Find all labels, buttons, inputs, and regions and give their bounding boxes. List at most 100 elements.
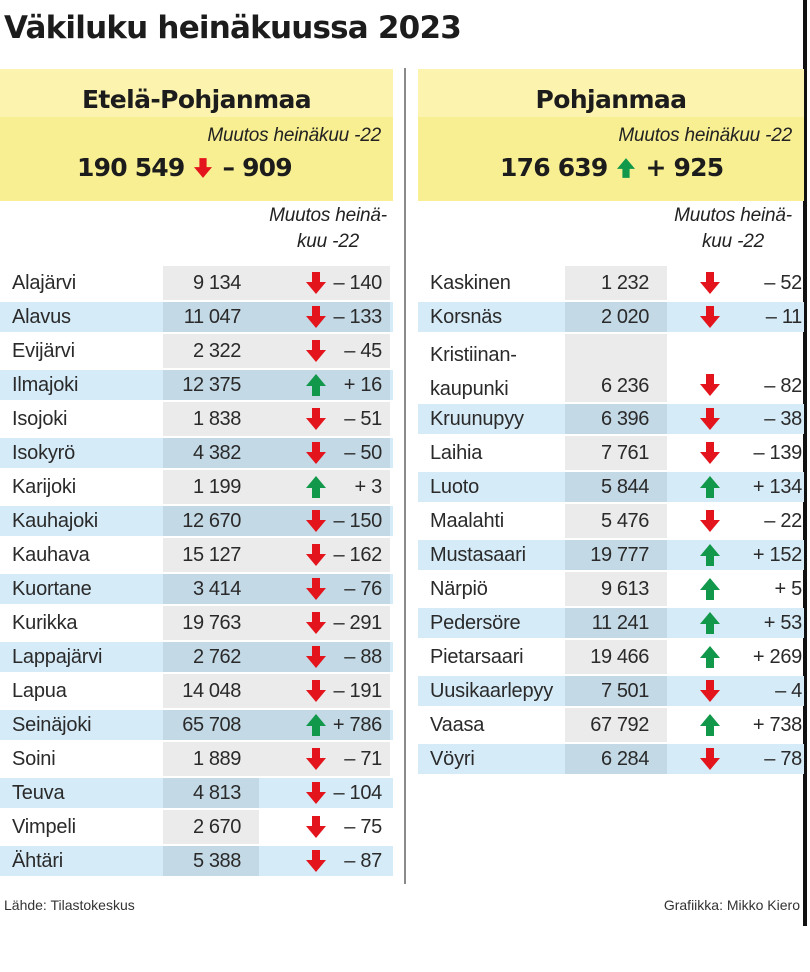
population-value: 2 322 [163,334,259,368]
municipality-name: Kauhajoki [12,509,99,532]
arrow-up-icon [306,476,326,498]
change-cell: – 78 [667,744,802,774]
table-row: Vaasa 67 792 + 738 [418,708,804,742]
population-value: 6 284 [565,744,667,774]
change-cell: – 140 [259,266,390,300]
change-cell: + 786 [259,710,390,740]
population-value: 67 792 [565,708,667,742]
change-value: + 738 [752,713,802,736]
arrow-down-icon [700,374,720,396]
population-value: 6 396 [565,404,667,434]
table-row: Ähtäri 5 388 – 87 [0,844,393,878]
change-cell: – 150 [259,506,390,536]
municipality-name: Alavus [12,305,71,328]
municipality-name: Kauhava [12,543,90,566]
population-text: 12 375 [182,373,241,396]
table-row: Vimpeli 2 670 – 75 [0,810,393,844]
population-value: 65 708 [163,710,259,740]
population-value: 6 236 [565,334,667,402]
total-population: 190 549 [77,153,185,182]
population-value: 3 414 [163,574,259,604]
population-value: 12 375 [163,370,259,400]
change-value: – 88 [344,645,382,668]
change-cell: – 50 [259,438,390,468]
arrow-up-icon [700,714,720,736]
change-value: – 45 [344,339,382,362]
arrow-down-icon [306,544,326,566]
table-row: Karijoki 1 199 + 3 [0,470,393,504]
arrow-up-icon [700,476,720,498]
panel-pohjanmaa: Pohjanmaa Muutos heinäkuu -22 176 639 + … [418,69,804,774]
table-row: Luoto 5 844 + 134 [418,470,804,504]
municipality-name: Laihia [430,441,483,464]
table-row: Laihia 7 761 – 139 [418,436,804,470]
change-cell: – 88 [259,642,390,672]
change-cell: – 4 [667,676,802,706]
table-row: Evijärvi 2 322 – 45 [0,334,393,368]
population-text: 4 382 [192,441,241,464]
change-value: – 38 [764,407,802,430]
arrow-down-icon [306,578,326,600]
region-total: 176 639 + 925 [500,153,724,182]
change-value: – 162 [333,543,382,566]
municipality-name: Pedersöre [430,611,521,634]
column-header-line: kuu -22 [702,231,764,252]
page-title: Väkiluku heinäkuussa 2023 [4,10,462,46]
total-change: – 909 [222,153,292,182]
municipality-name: Alajärvi [12,271,76,294]
population-value: 4 382 [163,438,259,468]
change-value: – 51 [344,407,382,430]
change-value: – 291 [333,611,382,634]
table-row: Kuortane 3 414 – 76 [0,572,393,606]
change-value: – 52 [764,271,802,294]
change-cell: – 11 [667,302,802,332]
change-cell: + 152 [667,540,802,570]
population-text: 15 127 [182,543,241,566]
population-text: 11 047 [183,305,242,328]
change-cell: – 52 [667,266,802,300]
table-row: Alavus 11 047 – 133 [0,300,393,334]
change-cell: + 134 [667,472,802,502]
change-value: – 82 [764,375,802,397]
population-text: 65 708 [182,713,241,736]
municipality-name: Pietarsaari [430,645,524,668]
population-text: 11 241 [591,611,650,634]
municipality-name: Ilmajoki [12,373,79,396]
change-cell: – 291 [259,606,390,640]
arrow-down-icon [700,510,720,532]
population-text: 6 396 [600,407,649,430]
population-value: 2 670 [163,810,259,844]
region-title: Etelä-Pohjanmaa [0,69,393,117]
municipality-name: Kristiinan-kaupunki [430,338,517,406]
municipality-name: Lapua [12,679,67,702]
arrow-up-icon [306,714,326,736]
arrow-up-icon [306,374,326,396]
population-value: 19 763 [163,606,259,640]
change-cell: – 51 [259,402,390,436]
population-text: 2 322 [192,339,241,362]
arrow-down-icon [700,272,720,294]
table-row: Isojoki 1 838 – 51 [0,402,393,436]
change-cell: – 104 [259,778,390,808]
municipality-name: Vaasa [430,713,485,736]
change-value: – 191 [333,679,382,702]
arrow-down-icon [306,408,326,430]
change-value: – 71 [344,747,382,770]
population-text: 6 284 [600,747,649,770]
municipality-name: Uusikaarlepyy [430,679,554,702]
population-text: 2 020 [600,305,649,328]
population-value: 15 127 [163,538,259,572]
table-row: Soini 1 889 – 71 [0,742,393,776]
municipality-name: Närpiö [430,577,488,600]
population-text: 7 761 [600,441,649,464]
total-population: 176 639 [500,153,608,182]
change-cell: – 76 [259,574,390,604]
population-value: 1 889 [163,742,259,776]
population-text: 7 501 [600,679,649,702]
population-value: 2 762 [163,642,259,672]
change-value: + 16 [343,373,383,396]
population-text: 67 792 [590,713,649,736]
region-total: 190 549 – 909 [77,153,293,182]
population-value: 11 241 [565,608,667,638]
population-text: 2 670 [192,815,241,838]
